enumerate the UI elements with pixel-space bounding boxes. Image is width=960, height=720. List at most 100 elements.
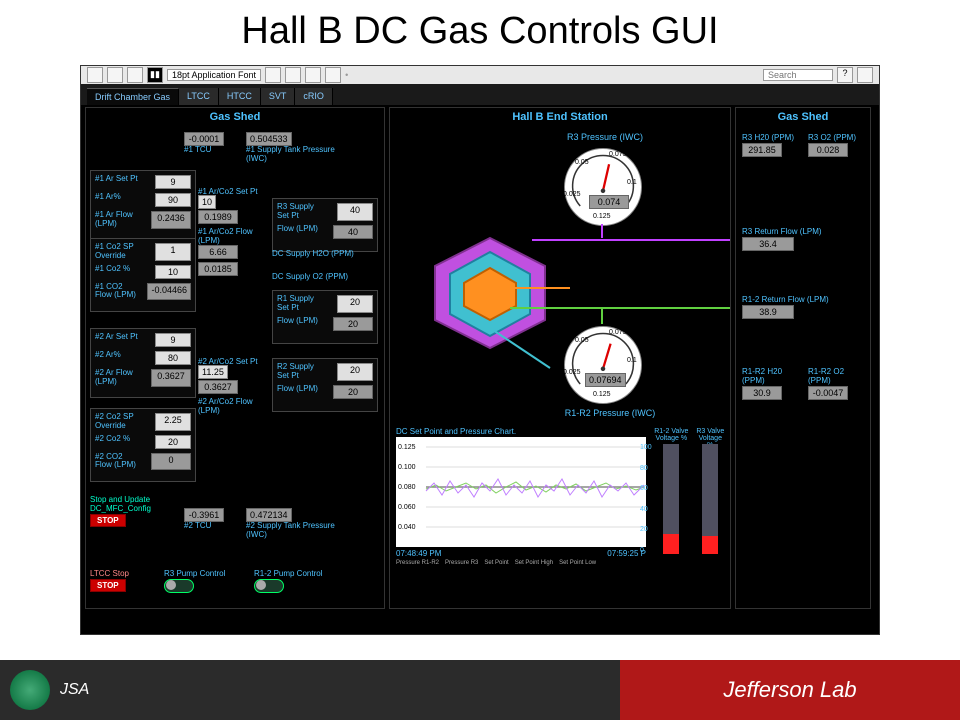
tab-crio[interactable]: cRIO: [295, 88, 333, 105]
r3-setpt[interactable]: 40: [337, 203, 373, 221]
svg-text:0.125: 0.125: [398, 444, 416, 451]
arco2-1-v3: 0.0185: [198, 262, 238, 276]
ar1-setpt[interactable]: 9: [155, 175, 191, 189]
r3-h2o-lbl: R3 H20 (PPM): [742, 134, 800, 143]
lbl: R1 Supply Set Pt: [277, 295, 321, 313]
ltcc-stop-button[interactable]: STOP: [90, 579, 126, 592]
lbl: R3 Supply Set Pt: [277, 203, 321, 221]
r3-h2o-val: 291.85: [742, 143, 782, 157]
svg-text:0.100: 0.100: [398, 464, 416, 471]
supply2-lbl: #2 Supply Tank Pressure (IWC): [246, 522, 336, 540]
end-station-title: Hall B End Station: [390, 108, 730, 126]
ar2-pct[interactable]: 80: [155, 351, 191, 365]
r2-flow: 20: [333, 385, 373, 399]
grid-icon[interactable]: [857, 67, 873, 83]
tick: 0.1: [627, 357, 637, 364]
tick: 0.025: [563, 191, 581, 198]
co2-2-pct[interactable]: 20: [155, 435, 191, 449]
search-input[interactable]: [763, 69, 833, 81]
co2-2-flow: 0: [151, 453, 191, 471]
r12-h2o-val: 30.9: [742, 386, 782, 400]
tab-ltcc[interactable]: LTCC: [179, 88, 219, 105]
tab-svt[interactable]: SVT: [261, 88, 296, 105]
lbl: #2 Ar Flow (LPM): [95, 369, 137, 387]
tab-htcc[interactable]: HTCC: [219, 88, 261, 105]
r3-o2-val: 0.028: [808, 143, 848, 157]
tick: 0.1: [627, 179, 637, 186]
ar2-flow: 0.3627: [151, 369, 191, 387]
r12-return-lbl: R1-2 Return Flow (LPM): [742, 296, 862, 305]
tool-btn[interactable]: [305, 67, 321, 83]
tick: 0.075: [609, 151, 627, 158]
detector-icon: [410, 228, 570, 368]
lab-logo: JJefferson Labefferson Lab: [620, 660, 960, 720]
ar2-setpt[interactable]: 9: [155, 333, 191, 347]
arco2-2-setpt[interactable]: 11.25: [198, 365, 228, 379]
tab-drift-chamber[interactable]: Drift Chamber Gas: [87, 88, 179, 105]
r12-volt-lbl: R1-2 Valve Voltage %: [654, 428, 689, 444]
font-select[interactable]: 18pt Application Font: [167, 69, 261, 81]
tool-btn[interactable]: [285, 67, 301, 83]
r3-press-val: 0.074: [589, 195, 629, 209]
r12-pump-lbl: R1-2 Pump Control: [254, 569, 322, 578]
r12-gauge: 0.07694 0.025 0.05 0.075 0.1 0.125: [564, 326, 642, 404]
tcu1-lbl: #1 TCU: [184, 146, 224, 155]
r3-flow: 40: [333, 225, 373, 239]
svg-text:0.060: 0.060: [398, 504, 416, 511]
arco2-1-flow: 6.66: [198, 245, 238, 259]
co2-1-override[interactable]: 1: [155, 243, 191, 261]
help-icon[interactable]: ?: [837, 67, 853, 83]
grp2-co2: #2 Co2 SP Override2.25 #2 Co2 %20 #2 CO2…: [90, 408, 196, 482]
stop-update-lbl: Stop and Update DC_MFC_Config: [90, 496, 180, 514]
tool-btn[interactable]: [325, 67, 341, 83]
r3-pump-toggle[interactable]: [164, 579, 194, 593]
r1-supply: R1 Supply Set Pt20 Flow (LPM)20: [272, 290, 378, 344]
ar1-pct[interactable]: 90: [155, 193, 191, 207]
r12-press-val: 0.07694: [585, 373, 626, 387]
r12-o2-val: -0.0047: [808, 386, 848, 400]
grp1-co2: #1 Co2 SP Override1 #1 Co2 %10 #1 CO2 Fl…: [90, 238, 196, 312]
r12-return-val: 38.9: [742, 305, 794, 319]
r3-return-val: 36.4: [742, 237, 794, 251]
lbl: #2 Co2 %: [95, 435, 130, 449]
pressure-chart: 0.125 0.100 0.080 0.060 0.040: [396, 437, 646, 547]
r1-setpt[interactable]: 20: [337, 295, 373, 313]
supply1-val: 0.504533: [246, 132, 292, 146]
chart-title: DC Set Point and Pressure Chart.: [396, 428, 646, 437]
tick: 0.05: [575, 337, 589, 344]
lbl: #2 Ar/Co2 Flow (LPM): [198, 398, 258, 416]
lbl: R2 Supply Set Pt: [277, 363, 321, 381]
r12-pump-toggle[interactable]: [254, 579, 284, 593]
co2-2-override[interactable]: 2.25: [155, 413, 191, 431]
stop-mfc-button[interactable]: STOP: [90, 514, 126, 527]
supply1-lbl: #1 Supply Tank Pressure (IWC): [246, 146, 336, 164]
tick: 0.125: [593, 213, 611, 220]
co2-1-pct[interactable]: 10: [155, 265, 191, 279]
r3-return-lbl: R3 Return Flow (LPM): [742, 228, 862, 237]
lbl: #1 Ar Flow (LPM): [95, 211, 137, 229]
r3-pump-lbl: R3 Pump Control: [164, 569, 225, 578]
lbl: Flow (LPM): [277, 385, 318, 399]
arco2-2-v2: 0.3627: [198, 380, 238, 394]
pause-icon[interactable]: ▮▮: [147, 67, 163, 83]
tool-btn[interactable]: [107, 67, 123, 83]
r3-press-lbl: R3 Pressure (IWC): [550, 132, 660, 142]
tool-btn[interactable]: [265, 67, 281, 83]
tick: 0.05: [575, 159, 589, 166]
r1-flow: 20: [333, 317, 373, 331]
tool-btn[interactable]: [127, 67, 143, 83]
dc-h2o-lbl: DC Supply H2O (PPM): [272, 250, 372, 259]
tool-btn[interactable]: [87, 67, 103, 83]
page-title: Hall B DC Gas Controls GUI: [0, 0, 960, 65]
tcu1-val: -0.0001: [184, 132, 224, 146]
lbl: #1 Co2 %: [95, 265, 130, 279]
chart-xstart: 07:48:49 PM: [396, 549, 441, 558]
r2-setpt[interactable]: 20: [337, 363, 373, 381]
tcu2-val: -0.3961: [184, 508, 224, 522]
gas-shed-region: Gas Shed -0.0001 #1 TCU 0.504533 #1 Supp…: [85, 107, 385, 609]
lbl: #1 CO2 Flow (LPM): [95, 283, 137, 301]
tab-bar: Drift Chamber Gas LTCC HTCC SVT cRIO: [81, 84, 879, 105]
tcu2-lbl: #2 TCU: [184, 522, 224, 531]
arco2-1-setpt[interactable]: 10: [198, 195, 216, 209]
svg-text:0.080: 0.080: [398, 484, 416, 491]
